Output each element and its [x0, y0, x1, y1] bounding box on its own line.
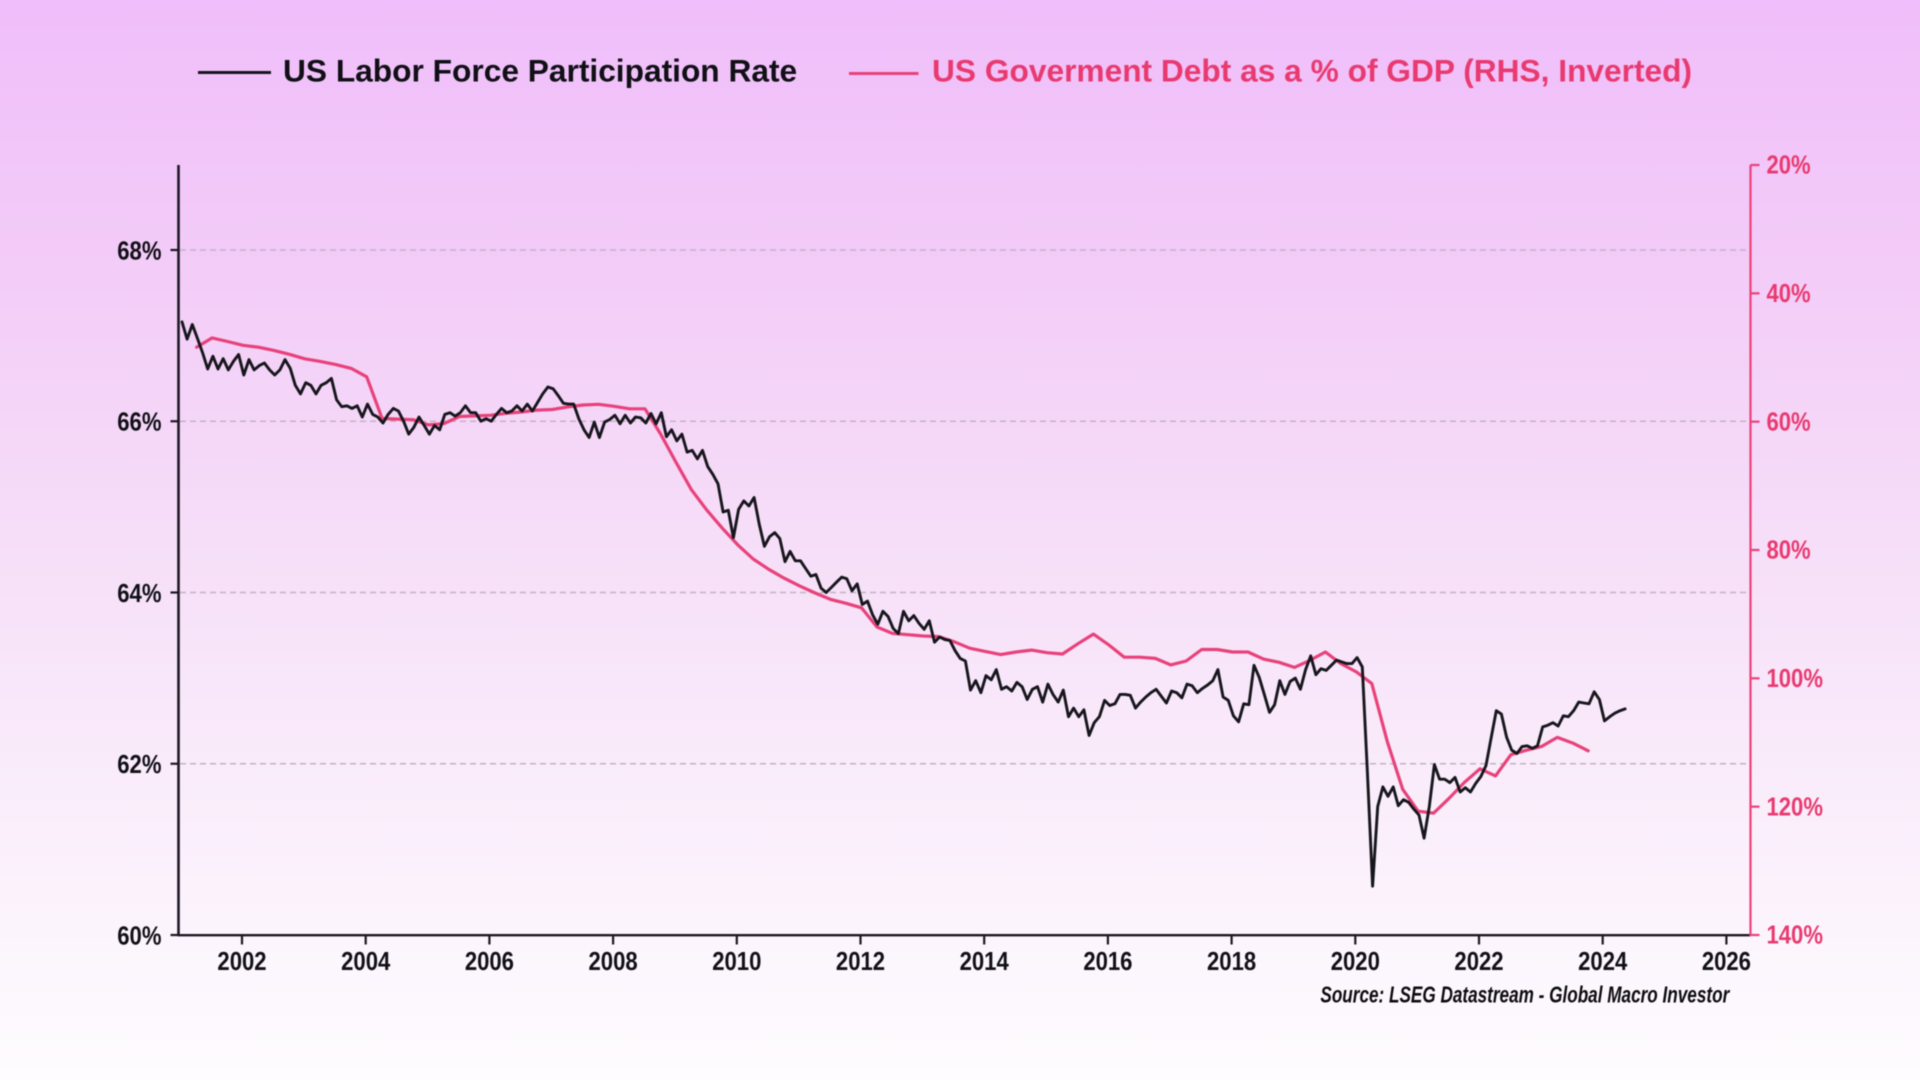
- svg-text:2014: 2014: [960, 947, 1010, 976]
- svg-text:2016: 2016: [1083, 947, 1132, 976]
- svg-text:2024: 2024: [1578, 947, 1628, 976]
- svg-text:60%: 60%: [117, 922, 161, 951]
- svg-text:2020: 2020: [1331, 947, 1380, 976]
- svg-text:Source: LSEG Datastream - Glob: Source: LSEG Datastream - Global Macro I…: [1320, 983, 1730, 1008]
- svg-text:20%: 20%: [1767, 151, 1811, 180]
- svg-text:80%: 80%: [1767, 536, 1811, 565]
- svg-text:2010: 2010: [712, 947, 761, 976]
- svg-text:2004: 2004: [341, 947, 391, 976]
- svg-text:US Labor Force Participation R: US Labor Force Participation Rate: [283, 52, 797, 88]
- svg-text:2026: 2026: [1702, 947, 1751, 976]
- svg-text:2002: 2002: [217, 947, 266, 976]
- svg-text:66%: 66%: [117, 408, 161, 437]
- svg-text:64%: 64%: [117, 579, 161, 608]
- svg-text:62%: 62%: [117, 751, 161, 780]
- svg-text:40%: 40%: [1767, 279, 1811, 308]
- svg-text:2012: 2012: [836, 947, 885, 976]
- svg-text:US Goverment Debt as a % of GD: US Goverment Debt as a % of GDP (RHS, In…: [932, 52, 1692, 88]
- svg-text:120%: 120%: [1767, 793, 1823, 822]
- svg-text:100%: 100%: [1767, 664, 1823, 693]
- svg-text:68%: 68%: [117, 237, 161, 266]
- svg-text:140%: 140%: [1767, 921, 1823, 950]
- svg-text:2018: 2018: [1207, 947, 1256, 976]
- svg-text:60%: 60%: [1767, 408, 1811, 437]
- svg-text:2006: 2006: [465, 947, 514, 976]
- svg-text:2022: 2022: [1454, 947, 1503, 976]
- svg-text:2008: 2008: [589, 947, 638, 976]
